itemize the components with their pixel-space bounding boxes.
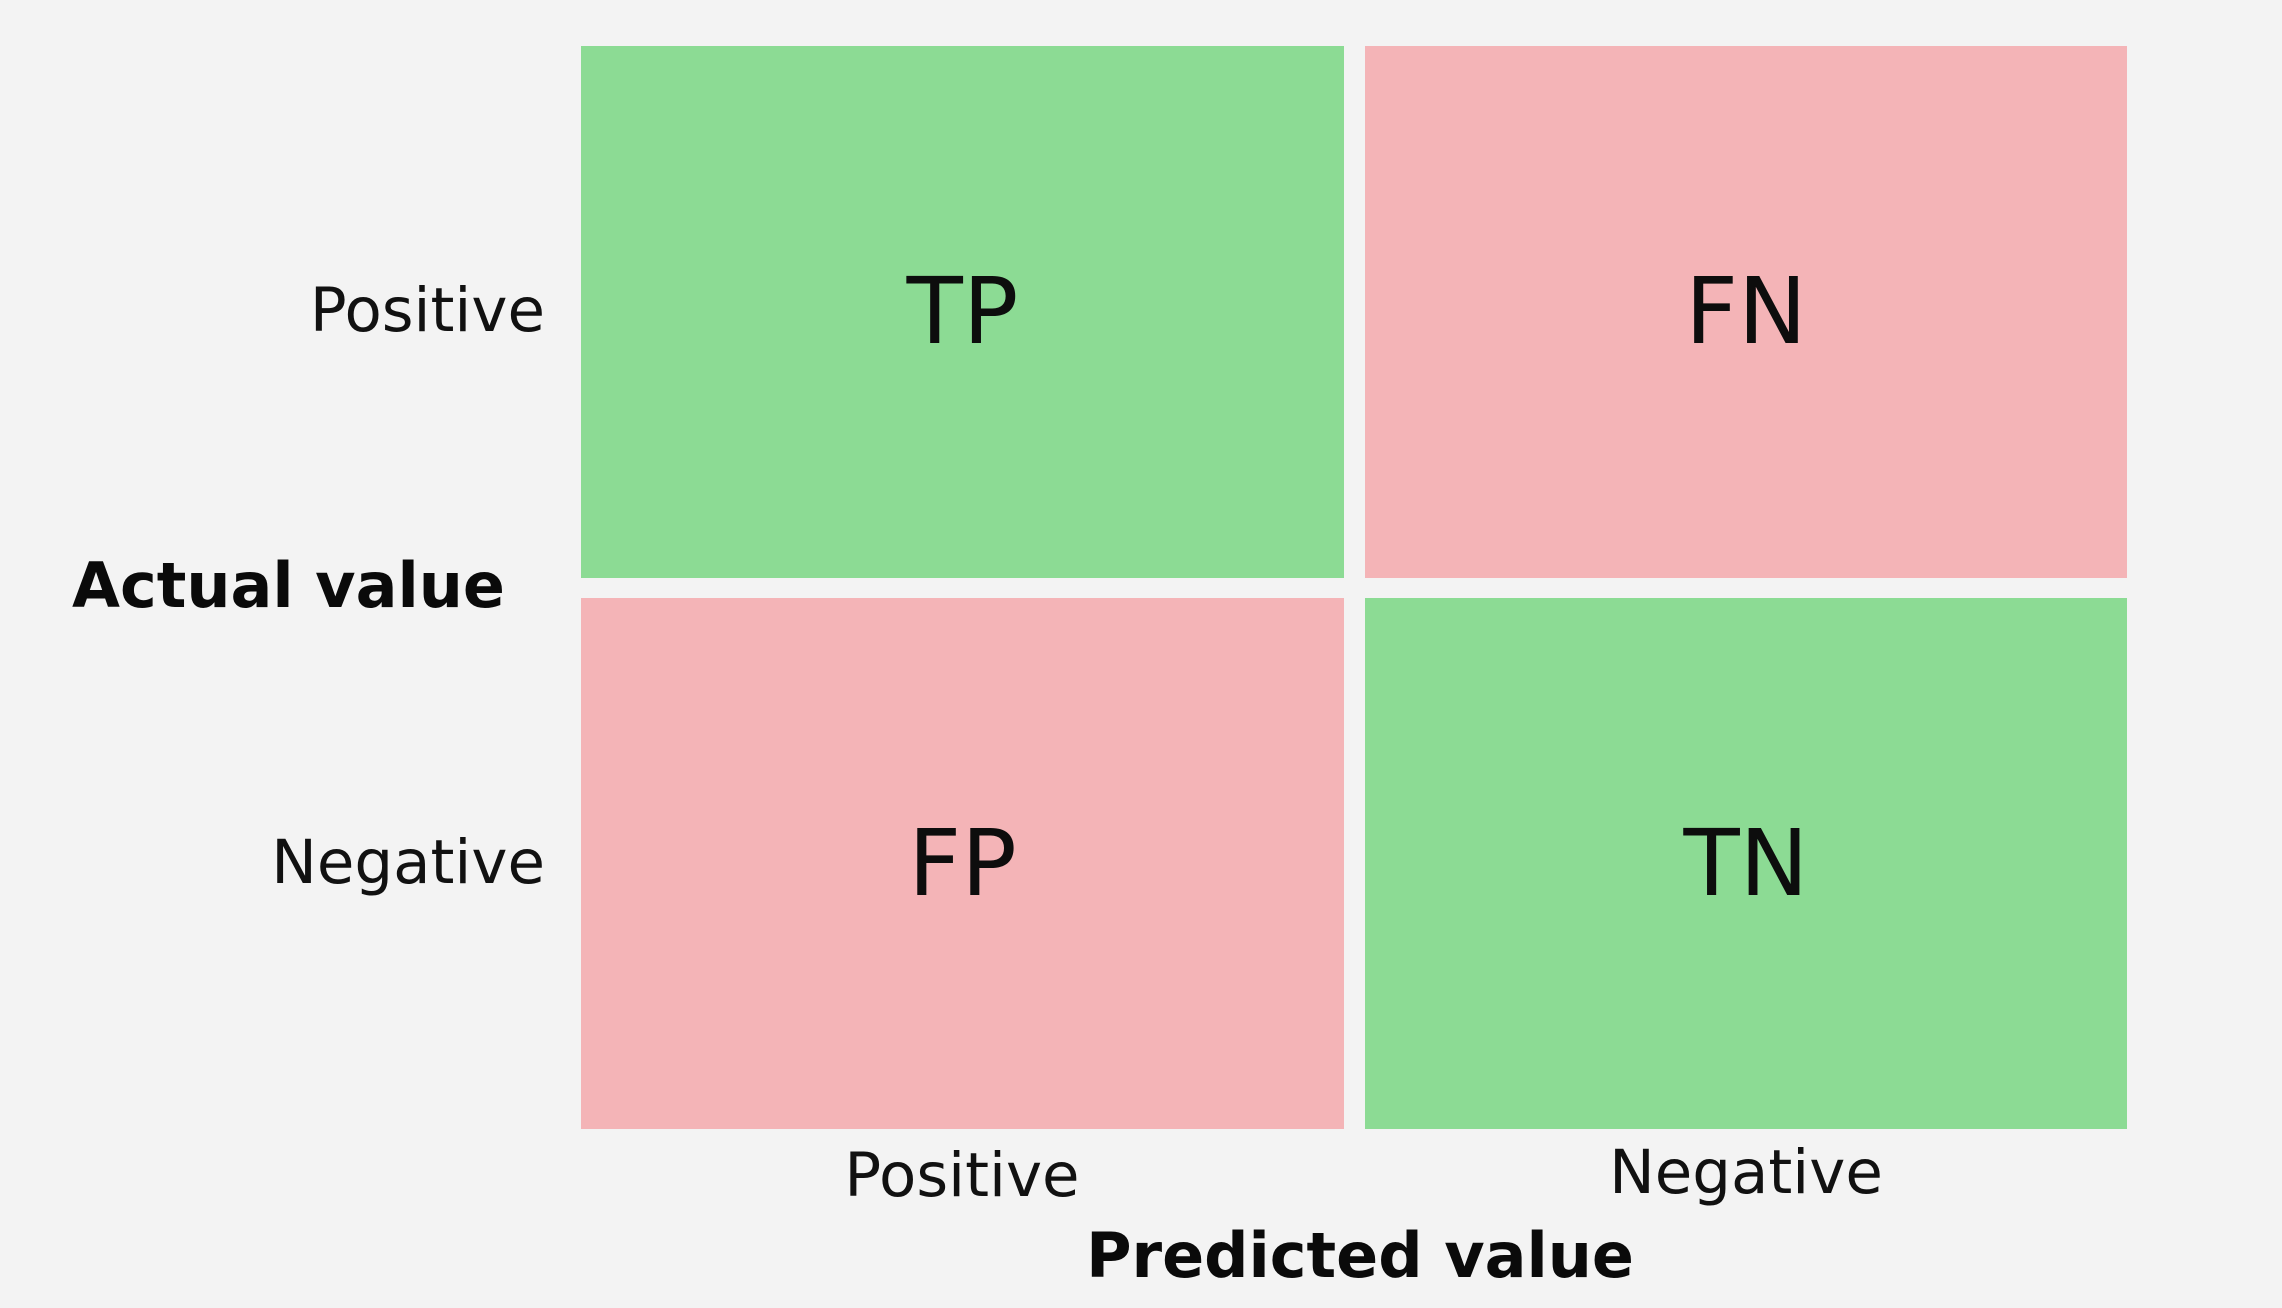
- row-label-positive: Positive: [309, 275, 545, 346]
- row-label-negative: Negative: [271, 827, 545, 898]
- true-negative-cell: TN: [1365, 598, 2127, 1129]
- false-negative-label: FN: [1685, 258, 1807, 365]
- predicted-value-axis-title: Predicted value: [1086, 1219, 1634, 1292]
- column-label-positive: Positive: [844, 1140, 1080, 1211]
- false-positive-label: FP: [908, 809, 1017, 917]
- actual-value-axis-title: Actual value: [72, 549, 505, 622]
- true-positive-label: TP: [906, 258, 1019, 365]
- column-label-negative: Negative: [1609, 1137, 1883, 1208]
- false-positive-cell: FP: [581, 598, 1344, 1129]
- true-negative-label: TN: [1683, 809, 1809, 917]
- true-positive-cell: TP: [581, 46, 1344, 578]
- false-negative-cell: FN: [1365, 46, 2127, 578]
